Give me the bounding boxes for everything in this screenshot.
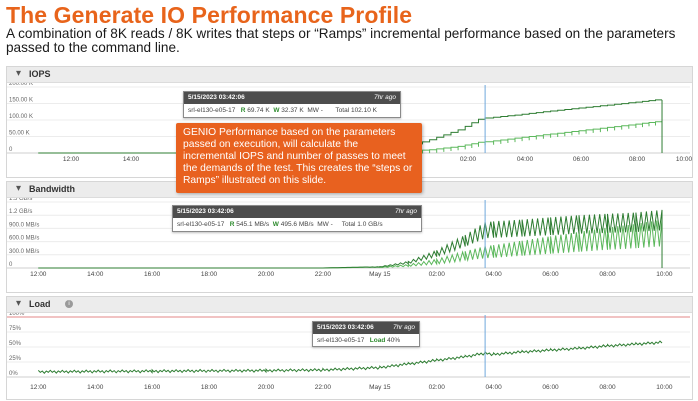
tooltip-load-value: 40% [387, 337, 401, 344]
tooltip-host: srl-el130-e05-17 [188, 107, 236, 114]
x-tick-label: 14:00 [87, 271, 104, 278]
x-tick-label: 16:00 [144, 384, 161, 391]
x-tick-label: 14:00 [87, 384, 104, 391]
x-tick-label: 06:00 [542, 384, 559, 391]
tooltip-w-value: 495.6 MB/s [280, 221, 314, 228]
x-tick-label: 10:00 [656, 271, 673, 278]
y-tick-label: 50.00 K [9, 131, 30, 137]
x-tick-label: 02:00 [460, 156, 477, 163]
y-tick-label: 300.0 MB/s [9, 249, 39, 255]
x-tick-label: May 15 [369, 384, 391, 391]
x-tick-label: 20:00 [258, 384, 275, 391]
panel-header[interactable]: ▾ IOPS [7, 67, 692, 83]
x-tick-label: 14:00 [123, 156, 140, 163]
panel-header[interactable]: ▾ Load i [7, 297, 692, 313]
x-tick-label: 06:00 [573, 156, 590, 163]
y-tick-label: 50% [9, 341, 22, 347]
x-tick-label: 12:00 [63, 156, 80, 163]
y-tick-label: 600.0 MB/s [9, 236, 39, 242]
series-line-load [37, 340, 663, 374]
triangle-down-icon[interactable]: ▾ [16, 183, 22, 194]
y-tick-label: 100.00 K [9, 114, 33, 120]
tooltip-load-label: Load [369, 337, 386, 344]
panel-title: IOPS [29, 69, 51, 79]
tooltip-mw-value: - [320, 107, 323, 114]
y-tick-label: 0 [9, 262, 13, 268]
iops-panel: ▾ IOPS 0 50.00 K 100.00 K 150.00 K 200.00 K 1… [6, 66, 693, 178]
panel-title: Bandwidth [29, 184, 75, 194]
x-tick-label: 04:00 [485, 271, 502, 278]
y-tick-label: 75% [9, 326, 22, 332]
x-tick-label: 04:00 [517, 156, 534, 163]
tooltip-time: 5/15/2023 03:42:06 [317, 324, 374, 331]
tooltip-mw-label: MW [307, 107, 319, 114]
tooltip-r-label: R [229, 221, 235, 228]
tooltip-total-value: 102.10 K [350, 107, 377, 114]
x-tick-label: 02:00 [429, 384, 446, 391]
tooltip-w-value: 32.37 K [281, 107, 304, 114]
chart-tooltip: 5/15/2023 03:42:06 7hr ago srl-el130-e05-… [312, 321, 420, 347]
load-chart[interactable]: 0% 25% 50% 75% 100% 12:00 14:00 16:00 18:00 20:00… [7, 313, 692, 399]
x-tick-label: 04:00 [485, 384, 502, 391]
slide-title: The Generate IO Performance Profile [6, 2, 413, 28]
tooltip-host: srl-el130-e05-17 [317, 337, 365, 344]
panel-title: Load [29, 299, 51, 309]
x-tick-label: 10:00 [656, 384, 673, 391]
x-tick-label: May 15 [369, 271, 391, 278]
slide-subtitle: A combination of 8K reads / 8K writes th… [6, 26, 676, 55]
x-tick-label: 08:00 [599, 384, 616, 391]
tooltip-time: 5/15/2023 03:42:06 [177, 208, 234, 215]
bandwidth-panel: ▾ Bandwidth 0 300.0 MB/s 600.0 MB/s 900.0 M… [6, 181, 693, 293]
tooltip-mw-value: - [330, 221, 333, 228]
x-tick-label: 18:00 [201, 271, 218, 278]
triangle-down-icon[interactable]: ▾ [16, 298, 22, 309]
tooltip-r-value: 69.74 K [247, 107, 270, 114]
bandwidth-chart[interactable]: 0 300.0 MB/s 600.0 MB/s 900.0 MB/s 1.2 GB/s 1… [7, 198, 692, 292]
y-tick-label: 1.2 GB/s [9, 209, 32, 215]
info-icon[interactable]: i [65, 300, 73, 308]
load-panel: ▾ Load i 0% 25% 50% 75% 100% 12:00 14:00 16:00 1… [6, 296, 693, 400]
x-tick-label: 08:00 [629, 156, 646, 163]
tooltip-host: srl-el130-e05-17 [177, 221, 225, 228]
tooltip-r-label: R [240, 107, 246, 114]
x-tick-label: 16:00 [144, 271, 161, 278]
chart-tooltip: 5/15/2023 03:42:06 7hr ago srl-el130-e05-… [183, 91, 401, 118]
tooltip-time: 5/15/2023 03:42:06 [188, 94, 245, 101]
tooltip-r-value: 545.1 MB/s [236, 221, 270, 228]
tooltip-ago: 7hr ago [394, 208, 417, 215]
x-tick-label: 10:00 [676, 156, 692, 163]
y-tick-label: 200.00 K [9, 83, 33, 87]
x-tick-label: 18:00 [201, 384, 218, 391]
chart-tooltip: 5/15/2023 03:42:06 7hr ago srl-el130-e05-… [172, 205, 422, 232]
y-tick-label: 25% [9, 356, 22, 362]
triangle-down-icon[interactable]: ▾ [16, 68, 22, 79]
x-tick-label: 22:00 [315, 271, 332, 278]
callout-box: GENIO Performance based on the parameter… [176, 123, 422, 193]
tooltip-total-label: Total [341, 221, 356, 228]
x-tick-label: 12:00 [30, 384, 47, 391]
y-tick-label: 0% [9, 371, 18, 377]
callout-text: GENIO Performance based on the parameter… [183, 127, 413, 186]
y-tick-label: 100% [9, 313, 25, 317]
tooltip-total-value: 1.0 GB/s [357, 221, 383, 228]
x-tick-label: 20:00 [258, 271, 275, 278]
tooltip-ago: 7hr ago [392, 324, 415, 331]
y-tick-label: 900.0 MB/s [9, 222, 39, 228]
x-tick-label: 08:00 [599, 271, 616, 278]
y-tick-label: 1.5 GB/s [9, 198, 32, 202]
tooltip-w-label: W [273, 107, 280, 114]
x-tick-label: 02:00 [429, 271, 446, 278]
tooltip-total-label: Total [335, 107, 350, 114]
x-tick-label: 12:00 [30, 271, 47, 278]
y-tick-label: 0 [9, 147, 13, 153]
tooltip-mw-label: MW [317, 221, 329, 228]
y-tick-label: 150.00 K [9, 98, 33, 104]
x-tick-label: 22:00 [315, 384, 332, 391]
x-tick-label: 06:00 [542, 271, 559, 278]
tooltip-w-label: W [272, 221, 279, 228]
series-line-total [38, 209, 663, 269]
tooltip-ago: 7hr ago [373, 94, 396, 101]
